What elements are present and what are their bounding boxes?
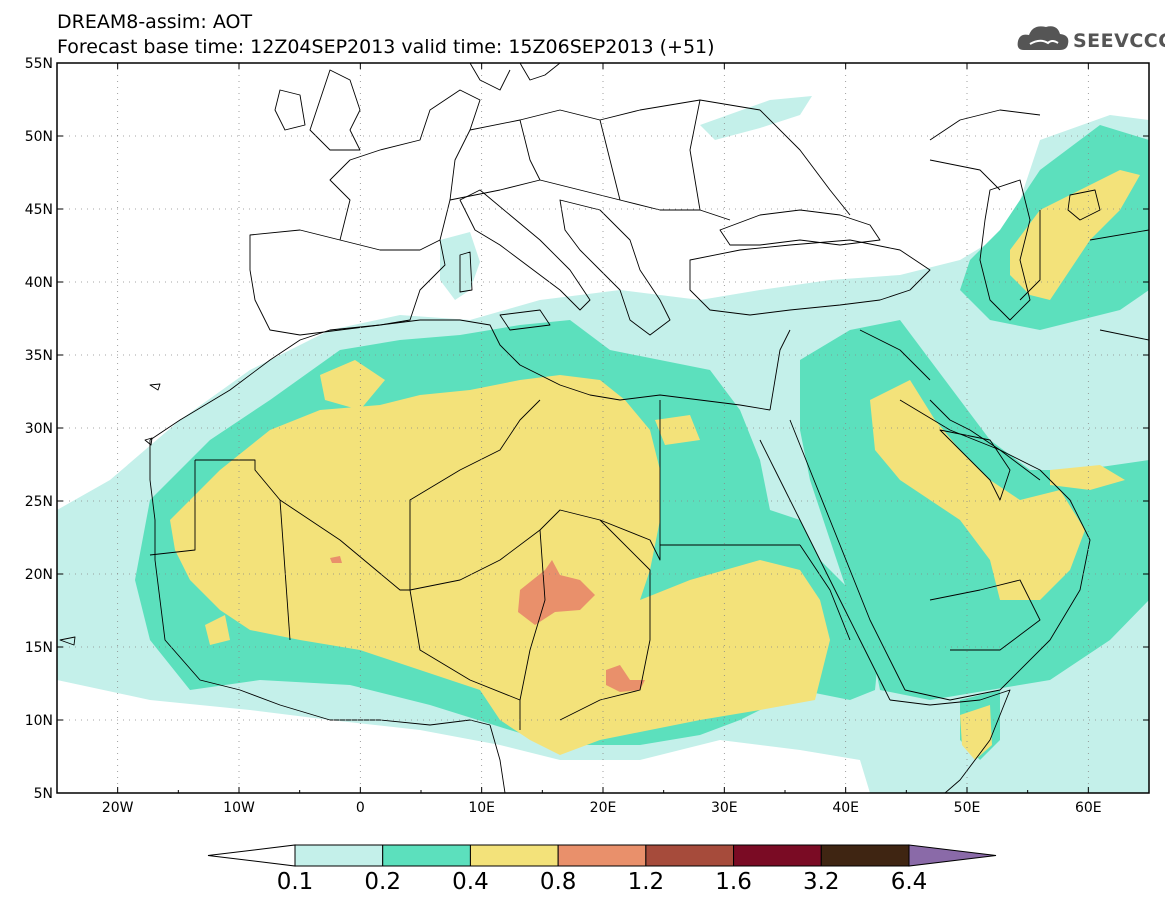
colorbar-level-label: 6.4 <box>891 869 928 895</box>
coastlines-and-borders <box>59 63 1149 793</box>
forecast-time-line: Forecast base time: 12Z04SEP2013 valid t… <box>57 36 715 58</box>
x-tick-label: 40E <box>832 800 859 816</box>
y-tick-label: 55N <box>25 56 53 72</box>
x-tick-label: 50E <box>954 800 981 816</box>
y-tick-label: 25N <box>25 494 53 510</box>
colorbar-swatch <box>645 844 735 867</box>
x-tick-label: 10E <box>468 800 495 816</box>
x-tick-label: 60E <box>1075 800 1102 816</box>
cloud-icon <box>1017 26 1069 50</box>
aot-contour-0.8 <box>330 556 645 692</box>
colorbar-level-label: 0.1 <box>277 869 314 895</box>
y-tick-label: 15N <box>25 640 53 656</box>
colorbar-level-label: 0.2 <box>364 869 401 895</box>
colorbar-level-label: 3.2 <box>803 869 840 895</box>
y-tick-label: 45N <box>25 202 53 218</box>
colorbar-low-arrow <box>207 844 296 867</box>
colorbar: 0.1 0.2 0.4 0.8 1.2 1.6 3.2 6.4 <box>207 844 997 895</box>
colorbar-level-label: 1.2 <box>628 869 665 895</box>
latitude-axis: 55N 50N 45N 40N 35N 30N 25N 20N 15N 10N 5N <box>25 56 1149 802</box>
logo-text: SEEVCCC <box>1073 30 1165 52</box>
y-tick-label: 35N <box>25 348 53 364</box>
map-title: DREAM8-assim: AOT <box>57 11 252 33</box>
colorbar-swatch <box>469 844 559 867</box>
colorbar-swatch <box>820 844 910 867</box>
colorbar-swatch <box>557 844 647 867</box>
x-tick-label: 0 <box>356 800 365 816</box>
longitude-axis: 20W 10W 0 10E 20E 30E 40E 50E 60E <box>56 63 1150 816</box>
y-tick-label: 50N <box>25 129 53 145</box>
colorbar-level-label: 0.8 <box>540 869 577 895</box>
colorbar-high-arrow <box>908 844 997 867</box>
colorbar-level-label: 0.4 <box>452 869 489 895</box>
colorbar-level-label: 1.6 <box>715 869 752 895</box>
x-tick-label: 20W <box>102 800 134 816</box>
y-tick-label: 10N <box>25 713 53 729</box>
y-tick-label: 5N <box>34 786 53 802</box>
y-tick-label: 40N <box>25 275 53 291</box>
x-tick-label: 30E <box>711 800 738 816</box>
graticule <box>57 63 1149 793</box>
y-tick-label: 20N <box>25 567 53 583</box>
plot-area <box>57 63 1149 793</box>
x-tick-label: 20E <box>590 800 617 816</box>
y-tick-label: 30N <box>25 421 53 437</box>
colorbar-swatch <box>733 844 822 867</box>
colorbar-swatch <box>382 844 471 867</box>
colorbar-swatch <box>294 844 384 867</box>
seevccc-logo: SEEVCCC <box>1017 26 1165 52</box>
aot-contour-0.4 <box>170 170 1140 760</box>
x-tick-label: 10W <box>223 800 255 816</box>
